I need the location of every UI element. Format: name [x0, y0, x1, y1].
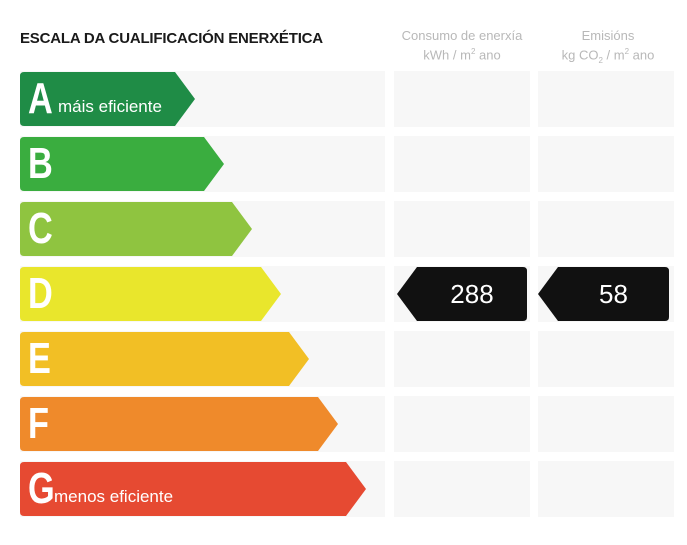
rating-letter: G: [28, 464, 55, 513]
page-title: ESCALA DA CUALIFICACIÓN ENERXÉTICA: [20, 30, 323, 47]
rating-bar-shape: [20, 332, 309, 386]
consumption-header-unit: kWh / m2 ano: [423, 47, 501, 63]
consumption-column-header: Consumo de enerxía kWh / m2 ano: [392, 28, 532, 63]
consumption-cell: [394, 71, 530, 127]
emissions-marker: 58: [538, 267, 669, 321]
rating-bar-shape: [20, 267, 281, 321]
rating-letter: A: [28, 74, 53, 123]
consumption-header-line1: Consumo de enerxía: [401, 28, 523, 43]
rating-bar-c: C: [20, 202, 252, 256]
rating-sublabel: máis eficiente: [58, 97, 162, 116]
consumption-cell: [394, 461, 530, 517]
emissions-cell: [538, 201, 674, 257]
rating-bar-b: B: [20, 137, 224, 191]
consumption-marker: 288: [397, 267, 527, 321]
rating-bar-shape: [20, 462, 366, 516]
rating-bar-shape: [20, 397, 338, 451]
rating-sublabel: menos eficiente: [54, 487, 174, 506]
rating-letter: E: [28, 334, 51, 383]
consumption-marker-value: 288: [450, 279, 494, 309]
rating-bar-e: E: [20, 332, 309, 386]
emissions-cell: [538, 461, 674, 517]
rating-bar-shape: [20, 72, 195, 126]
emissions-marker-shape: [538, 267, 669, 321]
emissions-cell: [538, 71, 674, 127]
rating-bar-d: D: [20, 267, 281, 321]
rating-letter: C: [28, 204, 53, 253]
rating-letter: D: [28, 269, 53, 318]
rating-bar-shape: [20, 202, 252, 256]
emissions-column-header: Emisións kg CO2 / m2 ano: [538, 28, 678, 69]
rating-letter: F: [28, 399, 49, 448]
consumption-cell: [394, 331, 530, 387]
emissions-cell: [538, 331, 674, 387]
emissions-cell: [538, 396, 674, 452]
rating-bar-shape: [20, 137, 224, 191]
rating-letter: B: [28, 139, 53, 188]
rating-bar-f: F: [20, 397, 338, 451]
emissions-marker-value: 58: [599, 279, 628, 309]
consumption-cell: [394, 136, 530, 192]
emissions-header-line1: Emisións: [581, 28, 635, 43]
consumption-marker-shape: [397, 267, 527, 321]
emissions-cell: [538, 136, 674, 192]
consumption-cell: [394, 396, 530, 452]
consumption-cell: [394, 201, 530, 257]
emissions-header-unit: kg CO2 / m2 ano: [561, 47, 655, 65]
